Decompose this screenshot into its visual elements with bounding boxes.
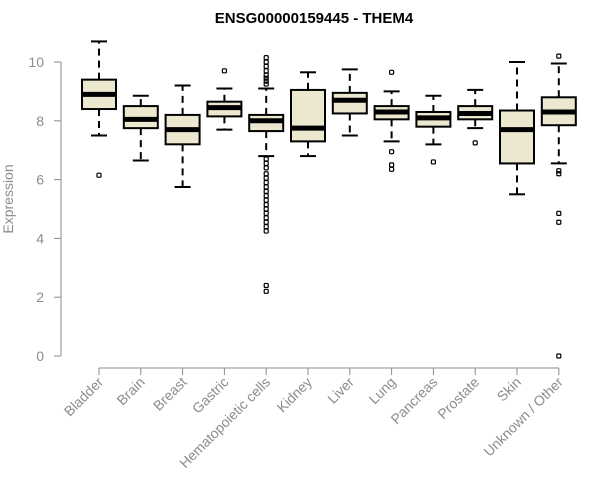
outlier-point (263, 219, 269, 225)
outlier-point (263, 201, 269, 208)
outlier-point (556, 53, 562, 59)
x-tick-label: Skin (494, 374, 525, 405)
box-bladder (81, 40, 117, 178)
outlier-point (221, 68, 227, 74)
y-tick-label: 10 (28, 54, 44, 70)
box-kidney (290, 71, 326, 158)
box-unknown-other (540, 53, 577, 359)
y-tick-label: 8 (36, 113, 44, 129)
x-tick-label: Bladder (61, 374, 107, 420)
outlier-point (263, 282, 269, 289)
outlier-point (263, 171, 269, 177)
y-tick-label: 0 (36, 348, 44, 364)
outlier-point (263, 75, 269, 81)
outlier-point (472, 140, 478, 146)
outlier-point (263, 63, 269, 70)
x-tick-label: Prostate (434, 374, 482, 422)
x-tick-label: Lung (365, 374, 398, 407)
outlier-point (556, 210, 562, 217)
outlier-point (263, 206, 269, 212)
outlier-point (263, 215, 269, 221)
outlier-point (263, 288, 269, 294)
box-breast (164, 84, 201, 188)
outlier-point (263, 156, 269, 162)
outlier-point (389, 162, 395, 168)
y-axis: 0 2 4 6 8 10 (28, 54, 62, 364)
outlier-point (556, 353, 562, 359)
outlier-point (263, 160, 269, 167)
outlier-point (263, 175, 269, 181)
outlier-point (556, 219, 562, 225)
box-gastric (206, 68, 243, 131)
outlier-point (263, 165, 269, 171)
outlier-point (263, 54, 269, 61)
box-lung (373, 69, 410, 172)
outlier-point (263, 68, 269, 74)
x-tick-label: Unknown / Other (480, 374, 566, 460)
outlier-point (263, 179, 269, 186)
y-tick-label: 2 (36, 289, 44, 305)
outlier-point (263, 72, 269, 78)
outlier-point (263, 197, 269, 203)
outlier-point (389, 149, 395, 155)
outlier-point (556, 171, 562, 177)
box-skin (499, 61, 535, 196)
outlier-point (263, 193, 269, 199)
y-tick-label: 6 (36, 172, 44, 188)
outlier-point (263, 228, 269, 234)
box-series (81, 40, 577, 359)
y-axis-label: Expression (0, 164, 16, 233)
box-body (499, 109, 535, 165)
outlier-point (430, 159, 436, 165)
outlier-point (263, 224, 269, 230)
outlier-point (263, 210, 269, 217)
box-liver (331, 68, 368, 137)
outlier-point (263, 81, 269, 87)
box-body (331, 91, 368, 115)
x-tick-label: Kidney (274, 374, 316, 416)
outlier-point (389, 166, 395, 172)
outlier-point (389, 69, 395, 75)
outlier-point (263, 59, 269, 65)
outlier-point (263, 188, 269, 194)
outlier-point (263, 78, 269, 84)
outlier-point (96, 172, 102, 178)
box-body (290, 88, 326, 143)
x-tick-label: Liver (324, 374, 357, 407)
box-brain (122, 94, 159, 162)
x-tick-label: Breast (150, 374, 190, 414)
box-hematopoietic-cells (248, 54, 285, 294)
chart-title: ENSG00000159445 - THEM4 (215, 10, 414, 27)
outlier-point (556, 168, 562, 174)
box-prostate (457, 88, 494, 146)
box-pancreas (415, 94, 452, 165)
y-tick-label: 4 (36, 230, 44, 246)
x-tick-label: Brain (113, 374, 147, 408)
outlier-point (263, 184, 269, 190)
